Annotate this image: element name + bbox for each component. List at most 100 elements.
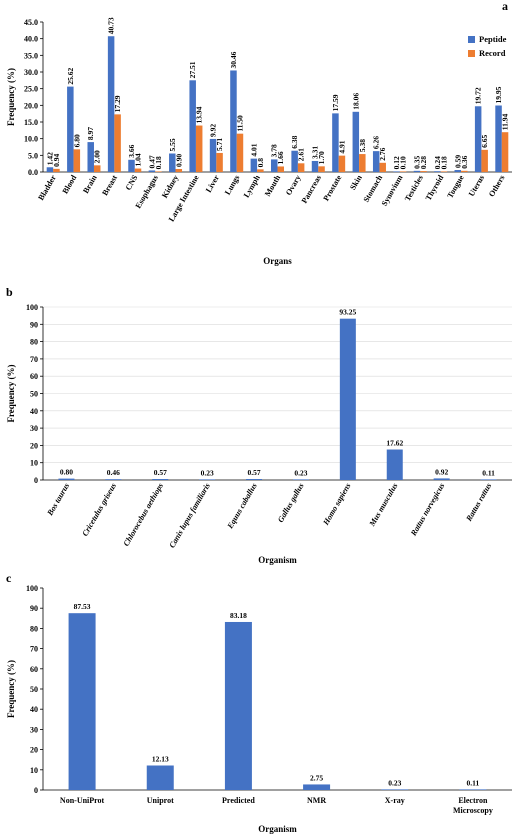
data-label: 6.26: [372, 136, 381, 149]
x-category-label: Others: [487, 173, 507, 198]
bar-a-record-11: [277, 166, 284, 172]
x-category-label: Tongue: [445, 173, 466, 200]
x-category-label: Canis lupus familiaris: [167, 482, 211, 550]
y-tick-label: 10: [30, 766, 38, 775]
y-tick-label: 20.0: [24, 101, 38, 110]
y-tick-label: 60: [30, 665, 38, 674]
x-category-label: Cricetulus griseus: [80, 482, 118, 538]
data-label: 1.42: [45, 152, 54, 165]
data-label: 19.95: [494, 86, 503, 103]
data-label: 0.80: [60, 468, 73, 477]
data-label: 17.59: [331, 94, 340, 111]
data-label: 3.66: [127, 144, 136, 157]
data-label: 0.36: [460, 155, 469, 168]
panel-label: b: [6, 285, 13, 299]
y-tick-label: 25.0: [24, 85, 38, 94]
bar-a-record-13: [318, 166, 325, 172]
bar-a-peptide-14: [332, 113, 339, 172]
x-category-label: Gallus gallus: [276, 482, 306, 524]
data-label: 3.31: [311, 146, 320, 159]
bar-a-record-1: [73, 149, 81, 172]
data-label: 0.24: [433, 156, 442, 169]
x-category-label: Non-UniProt: [60, 796, 105, 805]
data-label: 30.46: [229, 51, 238, 68]
bar-a-record-8: [216, 152, 223, 172]
data-label: 0.57: [154, 468, 167, 477]
bar-b-value-9: [480, 479, 497, 480]
bar-c-value-0: [68, 613, 96, 790]
x-category-label: Chlorocebus aethiops: [122, 482, 165, 548]
data-label: 1.66: [276, 151, 285, 164]
data-label: 0.92: [435, 467, 448, 476]
bar-c-value-3: [303, 784, 331, 790]
data-label: 0.8: [256, 158, 265, 168]
bar-a-record-17: [399, 171, 407, 172]
legend-entry: Record: [479, 48, 506, 58]
y-tick-label: 40: [30, 407, 38, 416]
bar-a-peptide-0: [46, 167, 54, 172]
x-category-label: CNS: [124, 173, 140, 192]
data-label: 6.38: [290, 135, 299, 148]
bar-a-peptide-19: [434, 171, 441, 172]
data-label: 5.38: [358, 139, 367, 152]
data-label: 0.94: [52, 153, 61, 166]
x-category-label: Homo sapiens: [321, 482, 353, 528]
data-label: 0.23: [201, 468, 214, 477]
data-label: 5.71: [215, 138, 224, 151]
bar-a-peptide-13: [311, 160, 319, 172]
x-category-label: Uniprot: [147, 796, 174, 805]
bar-a-record-18: [420, 171, 427, 172]
y-tick-label: 90: [30, 320, 38, 329]
bar-c-value-5: [459, 789, 487, 790]
y-tick-label: 100: [26, 584, 38, 593]
data-label: 0.12: [392, 156, 401, 169]
x-axis-title: Organism: [258, 555, 297, 565]
data-label: 0.47: [147, 155, 156, 168]
y-axis-title: Frequency (%): [6, 68, 16, 126]
chart-panel-c: c 0 10 20 30 40 50 60 70 80 90 100 87.53 12.13 83.18 2.…: [6, 571, 512, 834]
bar-a-peptide-22: [495, 105, 502, 172]
bar-a-peptide-10: [250, 158, 258, 172]
data-label: 12.13: [152, 754, 169, 763]
y-tick-label: 70: [30, 355, 38, 364]
x-category-label: Breast: [100, 173, 119, 197]
bar-a-record-3: [114, 114, 121, 172]
bar-b-value-6: [339, 318, 356, 480]
bar-c-value-2: [224, 621, 252, 790]
bar-b-value-3: [199, 479, 216, 480]
x-category-label: Kidney: [160, 174, 180, 200]
legend-swatch: [468, 50, 475, 57]
y-tick-label: 50: [30, 685, 38, 694]
data-label: 18.06: [351, 93, 360, 110]
bar-a-peptide-18: [413, 170, 421, 172]
data-label: 0.18: [439, 156, 448, 169]
x-category-label: Uterus: [467, 174, 486, 199]
bar-a-record-9: [236, 133, 244, 172]
y-tick-label: 45.0: [24, 18, 38, 27]
data-label: 27.51: [188, 61, 197, 78]
data-label: 0.28: [419, 156, 428, 169]
data-label: 19.72: [474, 87, 483, 104]
x-axis-title: Organism: [258, 824, 297, 834]
bar-a-record-19: [440, 171, 448, 172]
y-tick-label: 80: [30, 338, 38, 347]
data-label: 11.50: [235, 115, 244, 132]
bar-a-record-4: [134, 168, 142, 172]
bar-a-peptide-5: [148, 170, 156, 172]
bar-a-record-21: [481, 149, 488, 172]
chart-panel-a: a 0.0 5.0 10.0 15.0 20.0 25.0 30.0 35.0 40.0 45.0 1…: [6, 0, 512, 266]
y-tick-label: 80: [30, 624, 38, 633]
data-label: 0.35: [412, 155, 421, 168]
bar-b-value-4: [246, 479, 263, 480]
x-category-label: X-ray: [385, 796, 405, 805]
x-category-label: Brain: [81, 173, 99, 195]
x-axis-title: Organs: [263, 256, 292, 266]
data-label: 0.23: [294, 468, 307, 477]
x-category-label: Equus caballus: [225, 482, 259, 531]
data-label: 0.57: [247, 468, 260, 477]
bar-a-record-10: [257, 169, 264, 172]
y-tick-label: 100: [26, 303, 38, 312]
y-tick-label: 40: [30, 705, 38, 714]
legend-swatch: [468, 36, 475, 43]
